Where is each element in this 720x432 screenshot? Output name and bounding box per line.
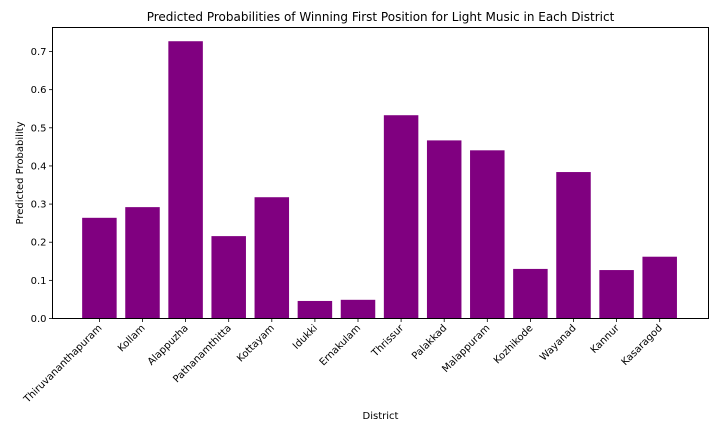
x-tick-label: Kollam bbox=[116, 323, 148, 355]
x-tick-label: Kannur bbox=[589, 322, 623, 356]
bar-kannur bbox=[599, 270, 634, 319]
y-tick-label: 0.0 bbox=[31, 314, 47, 325]
plot-frame bbox=[52, 27, 709, 319]
bar-kozhikode bbox=[513, 268, 548, 319]
y-tick-label: 0.4 bbox=[31, 161, 47, 172]
x-tick-label: Ernakulam bbox=[318, 323, 363, 368]
bar-ernakulam bbox=[340, 299, 376, 319]
x-axis-label: District bbox=[363, 411, 399, 422]
x-tick-label: Kasaragod bbox=[620, 323, 665, 368]
y-axis-label: Predicted Probability bbox=[15, 121, 26, 224]
x-tick-label: Wayanad bbox=[538, 323, 578, 363]
bar-alappuzha bbox=[168, 41, 203, 319]
x-tick-label: Kozhikode bbox=[492, 323, 536, 367]
bar-idukki bbox=[297, 300, 333, 319]
bar-kottayam bbox=[254, 197, 290, 319]
x-tick-label: Kottayam bbox=[235, 323, 277, 365]
bar-malappuram bbox=[470, 150, 505, 319]
y-tick-label: 0.1 bbox=[31, 276, 47, 287]
bars-group bbox=[82, 41, 677, 319]
x-axis: Thiruvananthapuram KollamAlappuzhaPathana… bbox=[21, 318, 665, 406]
bar-palakkad bbox=[426, 140, 462, 319]
chart-title: Predicted Probabilities of Winning First… bbox=[147, 10, 615, 24]
bar-kollam bbox=[125, 207, 160, 319]
bar-thiruvananthapuram bbox=[82, 217, 117, 319]
x-tick-label: Idukki bbox=[291, 323, 320, 352]
bar-wayanad bbox=[556, 172, 591, 319]
bar-kasaragod bbox=[642, 256, 677, 319]
bar-thrissur bbox=[383, 115, 419, 319]
y-tick-label: 0.7 bbox=[31, 47, 47, 58]
y-tick-label: 0.2 bbox=[31, 238, 47, 249]
x-tick-label: Palakkad bbox=[410, 323, 449, 362]
x-tick-label: Thrissur bbox=[369, 322, 407, 360]
y-axis: 0.0 0.1 0.2 0.3 0.4 0.5 0.6 0.7 bbox=[31, 47, 53, 325]
y-tick-label: 0.6 bbox=[31, 85, 47, 96]
bar-pathanamthitta bbox=[211, 236, 246, 319]
y-tick-label: 0.5 bbox=[31, 123, 47, 134]
x-tick-label: Thiruvananthapuram bbox=[21, 323, 104, 406]
y-tick-label: 0.3 bbox=[31, 200, 47, 211]
x-tick-label: Alappuzha bbox=[146, 323, 191, 368]
